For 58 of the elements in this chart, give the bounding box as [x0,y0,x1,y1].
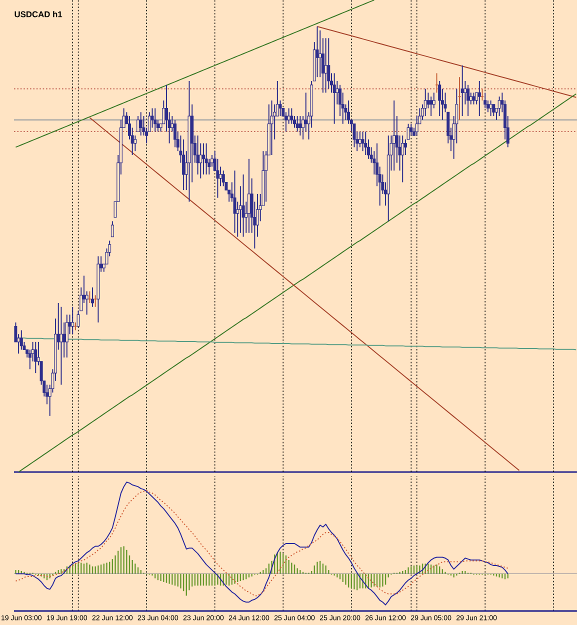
candlestick [202,142,205,175]
candlestick [94,294,98,308]
candlestick [432,92,436,109]
candlestick [352,123,356,148]
candlestick [247,158,250,234]
candlestick [430,96,433,117]
candlestick [332,72,336,124]
candlestick [347,100,350,124]
candlestick [233,170,236,234]
candlestick [478,80,481,117]
candlestick [298,116,302,136]
candlestick [216,158,220,198]
candlestick [316,26,319,78]
chart-title: USDCAD h1 [14,11,62,18]
candlestick [358,131,362,148]
candlestick [438,80,442,117]
candlestick [424,88,427,117]
candlestick [62,322,66,358]
candlestick [284,112,288,132]
candlestick [466,84,470,117]
candlestick [287,108,290,124]
candlestick [435,72,438,94]
candlestick [71,306,74,335]
candlestick [484,92,487,109]
candlestick [361,131,364,152]
candlestick [85,290,88,316]
candlestick [327,38,330,90]
candlestick [34,341,38,374]
candlestick [154,108,157,132]
candlestick [270,100,274,156]
candlestick [278,100,282,117]
candlestick [498,96,501,117]
candlestick [472,92,476,105]
candlestick [65,314,68,358]
candlestick [46,384,48,405]
candlestick [364,131,368,156]
candlestick [182,138,186,191]
candlestick [136,116,140,132]
candlestick [222,170,225,187]
candlestick [242,174,245,238]
candlestick [174,119,177,148]
candlestick [492,104,496,117]
candlestick [60,306,63,386]
candlestick [150,108,154,128]
candlestick [480,88,484,101]
candlestick [401,135,404,183]
candlestick [110,220,114,238]
candlestick [392,100,396,172]
candlestick [219,166,222,187]
candlestick [139,112,142,136]
candlestick [91,286,94,308]
candlestick [238,186,242,234]
candlestick [204,142,208,175]
candlestick [20,330,23,350]
candlestick [406,123,410,140]
candlestick [404,138,407,156]
candlestick [290,108,294,124]
candlestick [318,30,322,78]
